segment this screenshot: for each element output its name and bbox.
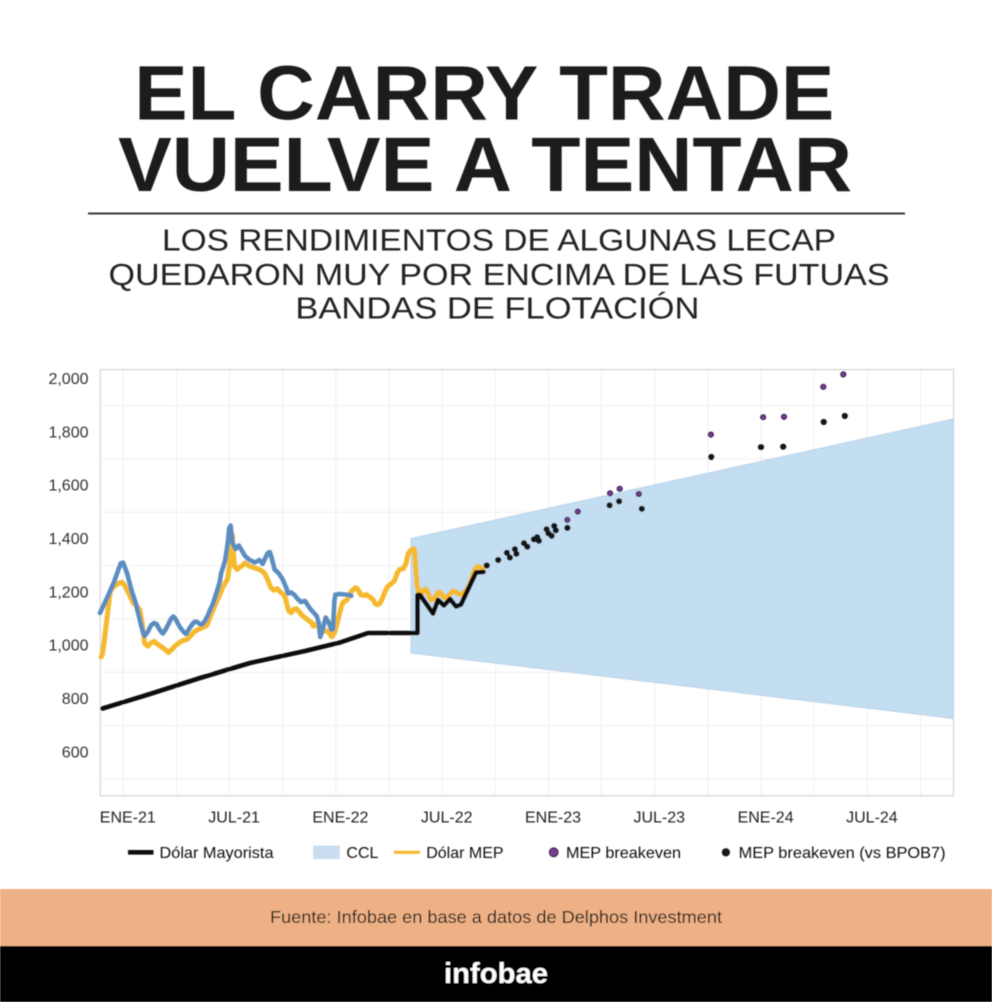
svg-text:JUL-22: JUL-22 (421, 810, 473, 827)
svg-text:QUEDARON MUY POR ENCIMA DE LAS: QUEDARON MUY POR ENCIMA DE LAS FUTUAS (109, 258, 890, 292)
svg-text:800: 800 (62, 691, 89, 708)
svg-text:1,600: 1,600 (48, 478, 88, 495)
svg-text:ENE-22: ENE-22 (312, 810, 368, 827)
svg-text:JUL-24: JUL-24 (846, 810, 898, 827)
svg-text:ENE-21: ENE-21 (100, 810, 156, 827)
svg-text:1,200: 1,200 (48, 584, 88, 601)
svg-text:1,400: 1,400 (48, 531, 88, 548)
svg-text:VUELVE A TENTAR: VUELVE A TENTAR (118, 122, 852, 208)
svg-text:600: 600 (62, 744, 89, 761)
svg-text:JUL-23: JUL-23 (634, 810, 686, 827)
svg-text:Fuente: Infobae en base a dato: Fuente: Infobae en base a datos de Delph… (270, 907, 722, 927)
svg-text:1,000: 1,000 (48, 638, 88, 655)
svg-text:BANDAS DE FLOTACIÓN: BANDAS DE FLOTACIÓN (295, 291, 699, 326)
svg-text:ENE-23: ENE-23 (525, 810, 581, 827)
svg-text:ENE-24: ENE-24 (738, 810, 794, 827)
svg-text:2,000: 2,000 (48, 371, 88, 388)
svg-text:infobae: infobae (444, 958, 548, 990)
svg-text:MEP breakeven (vs BPOB7): MEP breakeven (vs BPOB7) (739, 845, 946, 862)
svg-text:JUL-21: JUL-21 (208, 810, 260, 827)
svg-text:EL CARRY TRADE: EL CARRY TRADE (134, 51, 834, 137)
svg-text:Dólar Mayorista: Dólar Mayorista (160, 845, 274, 862)
svg-text:1,800: 1,800 (48, 424, 88, 441)
svg-text:CCL: CCL (346, 845, 378, 862)
svg-text:MEP breakeven: MEP breakeven (566, 845, 681, 862)
svg-text:Dólar MEP: Dólar MEP (426, 845, 503, 862)
svg-text:LOS RENDIMIENTOS DE ALGUNAS LE: LOS RENDIMIENTOS DE ALGUNAS LECAP (162, 224, 836, 258)
